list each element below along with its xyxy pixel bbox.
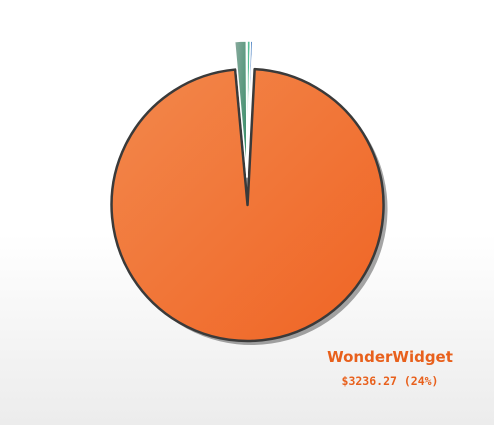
slice-label-wonderwidget: WonderWidget <box>327 348 453 366</box>
slice-value-wonderwidget: $3236.27 (24%) <box>341 374 439 388</box>
pie-slices <box>110 40 388 345</box>
pie-slice-3[interactable] <box>246 40 255 178</box>
pie-slice-wonderwidget[interactable] <box>110 67 385 343</box>
